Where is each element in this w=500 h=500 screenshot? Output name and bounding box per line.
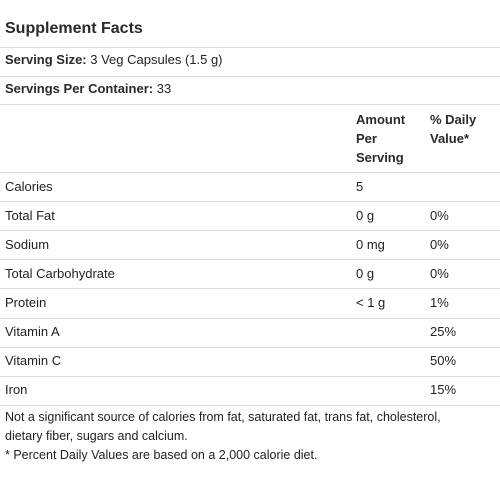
row-dv-protein: 1% [430,295,449,310]
amount-header-line: Serving [356,150,404,165]
row-name-total-carbohydrate: Total Carbohydrate [5,266,115,281]
row-name-protein: Protein [5,295,47,310]
divider [0,376,500,377]
row-amount-total-carbohydrate: 0 g [356,266,375,281]
divider [0,201,500,202]
row-name-sodium: Sodium [5,237,50,252]
row-name-vitamin-c: Vitamin C [5,353,62,368]
divider [0,230,500,231]
divider [0,347,500,348]
row-dv-total-carbohydrate: 0% [430,266,449,281]
divider [0,47,500,48]
row-dv-sodium: 0% [430,237,449,252]
footnote-line: * Percent Daily Values are based on a 2,… [5,448,318,462]
serving-size: Serving Size: 3 Veg Capsules (1.5 g) [5,51,223,69]
row-dv-iron: 15% [430,382,457,397]
row-name-iron: Iron [5,382,28,397]
dv-header-line: % Daily [430,112,477,127]
row-dv-vitamin-c: 50% [430,353,457,368]
panel-title: Supplement Facts [5,20,143,37]
row-amount-calories: 5 [356,179,364,194]
row-amount-protein: < 1 g [356,295,386,310]
row-amount-sodium: 0 mg [356,237,385,252]
footnote-line: Not a significant source of calories fro… [5,410,441,424]
row-name-calories: Calories [5,179,53,194]
divider [0,259,500,260]
row-dv-total-fat: 0% [430,208,449,223]
divider [0,172,500,173]
daily-value-header: % Daily Value* [430,110,476,148]
amount-header-line: Per [356,131,377,146]
divider [0,318,500,319]
footnote: Not a significant source of calories fro… [5,408,495,465]
row-name-total-fat: Total Fat [5,208,55,223]
divider [0,76,500,77]
serving-size-value: 3 Veg Capsules (1.5 g) [90,52,223,67]
amount-header-line: Amount [356,112,406,127]
divider [0,288,500,289]
servings-per-container-value: 33 [156,81,172,96]
row-dv-vitamin-a: 25% [430,324,457,339]
row-amount-total-fat: 0 g [356,208,375,223]
divider [0,405,500,406]
footnote-line: dietary fiber, sugars and calcium. [5,429,188,443]
row-name-vitamin-a: Vitamin A [5,324,60,339]
dv-header-line: Value* [430,131,470,146]
serving-size-label: Serving Size: [5,52,87,67]
divider [0,104,500,105]
servings-per-container: Servings Per Container: 33 [5,80,171,98]
servings-per-container-label: Servings Per Container: [5,81,154,96]
amount-per-serving-header: Amount Per Serving [356,110,405,167]
